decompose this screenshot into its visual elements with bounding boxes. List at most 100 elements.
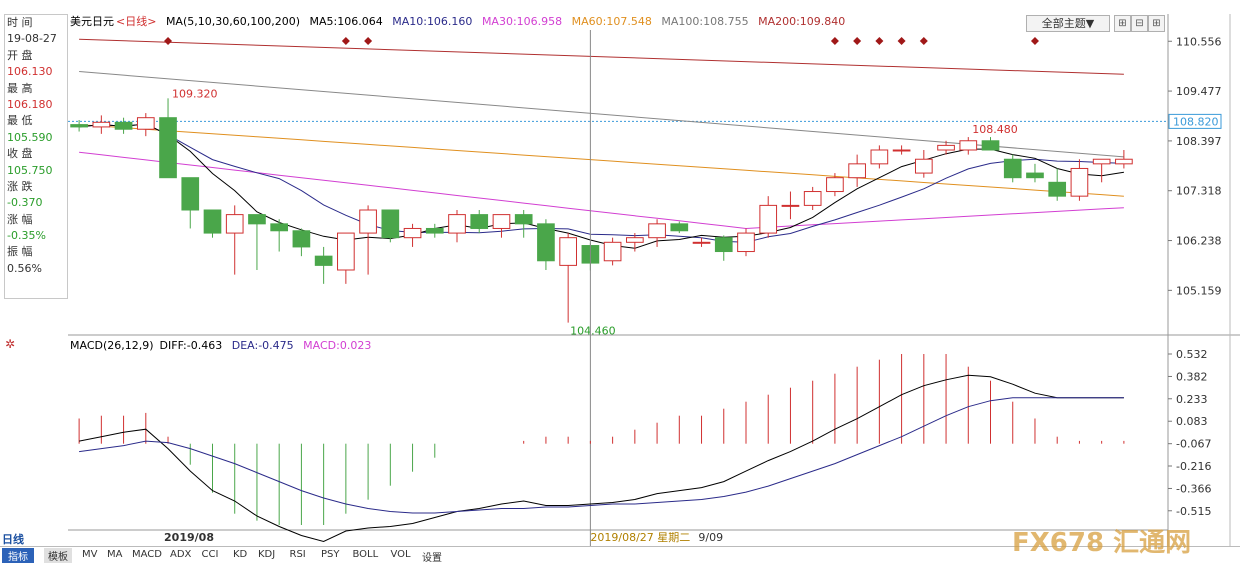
event-marker-icon xyxy=(1030,37,1039,45)
candle-body xyxy=(803,191,822,206)
price-info-panel: 时 间 19-08-27 开 盘 106.130 最 高 106.180 最 低 105.59… xyxy=(4,14,68,299)
candle-body xyxy=(648,223,666,239)
candle-body xyxy=(381,209,400,239)
low-annotation: 104.460 xyxy=(570,325,616,338)
candle-body xyxy=(136,117,155,130)
candle-body xyxy=(514,214,533,225)
layout-quad-icon[interactable]: ⊞ xyxy=(1148,15,1165,32)
event-marker-icon xyxy=(853,37,862,45)
macd-tick-label: 0.233 xyxy=(1176,393,1208,406)
macd-header: MACD(26,12,9) DIFF:-0.463 DEA:-0.475 MACD… xyxy=(70,339,377,352)
price-tick-label: 110.556 xyxy=(1176,35,1222,48)
candle-body xyxy=(159,117,177,179)
info-label: 最 高 xyxy=(7,81,33,95)
period-label[interactable]: <日线> xyxy=(116,15,157,28)
current-price-label: 108.820 xyxy=(1173,115,1219,128)
ma200-line xyxy=(79,38,1124,75)
ma100-value: MA100:108.755 xyxy=(661,15,749,28)
candle-body xyxy=(848,163,866,179)
indicator-tab[interactable]: VOL xyxy=(390,549,411,560)
candle-body xyxy=(826,177,844,193)
info-value: 19-08-27 xyxy=(7,32,57,46)
candle-body xyxy=(359,209,377,234)
info-value: 105.750 xyxy=(7,163,53,177)
candle-body xyxy=(225,214,244,234)
indicator-tab[interactable]: MACD xyxy=(132,549,162,560)
candle-body xyxy=(1115,158,1133,165)
ma30-value: MA30:106.958 xyxy=(481,15,563,28)
info-label: 涨 跌 xyxy=(7,179,33,193)
candle-body xyxy=(737,232,755,253)
info-value: 0.56% xyxy=(7,261,42,275)
indicator-settings-icon[interactable]: ✲ xyxy=(5,337,16,351)
ma-params[interactable]: MA(5,10,30,60,100,200) xyxy=(165,15,300,28)
indicator-tab[interactable]: KDJ xyxy=(258,549,276,560)
high-annotation: 109.320 xyxy=(172,87,218,100)
indicator-tab[interactable]: MA xyxy=(107,549,123,560)
macd-tick-label: -0.067 xyxy=(1176,438,1211,451)
candle-body xyxy=(1070,167,1089,197)
event-marker-icon xyxy=(164,37,173,45)
candle-body xyxy=(114,121,133,130)
info-label: 时 间 xyxy=(7,16,33,29)
tab-template[interactable]: 模板 xyxy=(44,548,72,563)
macd-diff-line xyxy=(79,374,1124,543)
tab-indicators[interactable]: 指标 xyxy=(2,548,34,563)
candle-body xyxy=(425,227,444,234)
grid-layout-icon[interactable]: ⊞ xyxy=(1114,15,1131,32)
candle-body xyxy=(914,158,933,174)
event-marker-icon xyxy=(830,37,839,45)
ma100-line xyxy=(79,71,1124,158)
layout-split-icon[interactable]: ⊟ xyxy=(1131,15,1148,32)
info-value: 105.590 xyxy=(7,130,53,144)
candle-body xyxy=(537,223,555,262)
candle-body xyxy=(603,241,622,262)
macd-diff: DIFF:-0.463 xyxy=(159,339,223,352)
macd-tick-label: -0.216 xyxy=(1176,460,1211,473)
info-value: 106.130 xyxy=(7,65,53,79)
ma60-line xyxy=(79,124,1124,197)
macd-tick-label: -0.515 xyxy=(1176,505,1211,518)
candle-body xyxy=(314,255,333,266)
symbol-name: 美元日元 xyxy=(70,15,114,28)
indicator-tab[interactable]: MV xyxy=(82,549,98,560)
candle-body xyxy=(181,177,200,211)
candle-body xyxy=(626,237,644,243)
candle-body xyxy=(559,237,577,266)
candle-body xyxy=(1026,172,1044,179)
candle-body xyxy=(692,241,711,244)
period-tab-label[interactable]: 日线 xyxy=(2,533,24,546)
current-price-box xyxy=(1168,113,1222,129)
event-marker-icon xyxy=(875,37,884,45)
time-axis-right-label: 9/09 xyxy=(698,531,723,544)
ma10-line xyxy=(79,123,1124,243)
info-label: 最 低 xyxy=(7,114,33,128)
indicator-tab[interactable]: PSY xyxy=(321,549,340,560)
watermark-text: FX678 汇通网 xyxy=(1012,528,1192,558)
candle-body xyxy=(92,121,111,128)
macd-tick-label: 0.382 xyxy=(1176,370,1208,383)
indicator-tab[interactable]: BOLL xyxy=(352,549,379,560)
event-marker-icon xyxy=(897,37,906,45)
theme-dropdown[interactable]: 全部主题▼ xyxy=(1026,15,1110,32)
indicator-tab[interactable]: CCI xyxy=(201,549,219,560)
candle-body xyxy=(470,214,489,229)
candle-body xyxy=(670,223,689,232)
macd-value: MACD:0.023 xyxy=(303,339,372,352)
watermark-logo: FX678 汇通网 xyxy=(1012,522,1230,572)
candle-body xyxy=(403,227,422,239)
info-value: -0.35% xyxy=(7,229,46,243)
indicator-tab[interactable]: KD xyxy=(233,549,248,560)
indicator-tab[interactable]: RSI xyxy=(289,549,306,560)
chart-header: 美元日元 <日线> MA(5,10,30,60,100,200) MA5:106.… xyxy=(70,14,851,30)
candle-body xyxy=(1003,158,1022,179)
time-axis-left-label: 2019/08 xyxy=(164,531,214,544)
candle-body xyxy=(248,214,266,225)
candle-body xyxy=(270,223,289,232)
info-label: 涨 幅 xyxy=(7,212,33,226)
indicator-tab[interactable]: ADX xyxy=(170,549,192,560)
candle-body xyxy=(337,232,355,271)
indicator-tab[interactable]: 设置 xyxy=(422,553,442,564)
info-label: 开 盘 xyxy=(7,48,33,62)
